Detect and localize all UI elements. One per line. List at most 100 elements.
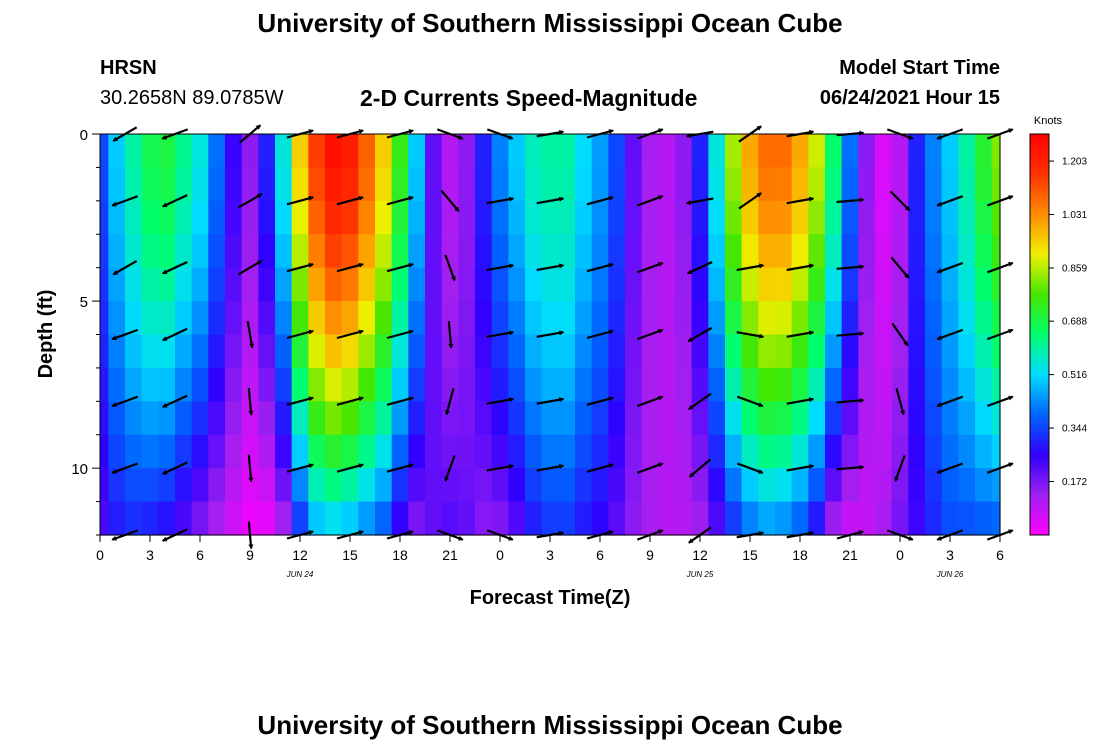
heatmap-cell	[558, 267, 576, 302]
heatmap-cell	[508, 301, 526, 336]
heatmap-cell	[641, 401, 659, 436]
x-tick-label: 0	[496, 547, 504, 563]
heatmap-cell	[508, 434, 526, 469]
heatmap-cell	[791, 200, 809, 235]
colorbar-tick-label: 0.859	[1062, 263, 1087, 274]
heatmap-cell	[325, 468, 343, 503]
heatmap-cell	[741, 367, 759, 402]
heatmap-cell	[991, 301, 1001, 336]
heatmap-cell	[608, 468, 626, 503]
x-tick-label: 12	[292, 547, 308, 563]
heatmap-cell	[341, 334, 359, 369]
heatmap-cell	[175, 367, 193, 402]
heatmap-cell	[658, 167, 676, 202]
current-vector	[286, 195, 314, 206]
heatmap-cell	[158, 434, 176, 469]
heatmap-cell	[641, 267, 659, 302]
heatmap-cell	[625, 367, 643, 402]
current-vector	[895, 388, 905, 416]
colorbar-tick-label: 0.172	[1062, 477, 1087, 488]
heatmap-cell	[258, 200, 276, 235]
heatmap-cell	[291, 401, 309, 436]
heatmap-cell	[825, 501, 843, 536]
heatmap-cell	[641, 301, 659, 336]
current-vector	[486, 263, 515, 272]
heatmap-cell	[375, 134, 393, 169]
heatmap-cell	[191, 301, 209, 336]
heatmap-cell	[425, 434, 443, 469]
current-vector	[686, 261, 713, 275]
heatmap-cell	[758, 134, 776, 169]
heatmap-cell	[408, 401, 426, 436]
current-vector	[386, 463, 414, 473]
heatmap-cell	[458, 434, 476, 469]
heatmap-cell	[658, 334, 676, 369]
heatmap-cell	[558, 468, 576, 503]
heatmap-cell	[408, 200, 426, 235]
heatmap-cell	[208, 501, 226, 536]
heatmap-cell	[275, 200, 293, 235]
heatmap-cell	[858, 200, 876, 235]
heatmap-cell	[658, 501, 676, 536]
x-tick-label: 3	[946, 547, 954, 563]
heatmap-cell	[708, 134, 726, 169]
heatmap-cell	[891, 501, 909, 536]
heatmap-cell	[508, 234, 526, 269]
heatmap-cell	[908, 334, 926, 369]
heatmap-cell	[975, 334, 993, 369]
heatmap-cell	[691, 367, 709, 402]
heatmap-cell	[308, 234, 326, 269]
heatmap-cell	[141, 401, 159, 436]
current-vector	[836, 197, 865, 204]
heatmap-cell	[741, 234, 759, 269]
heatmap-cells	[100, 134, 1001, 536]
current-vector	[237, 193, 263, 209]
heatmap-cell	[125, 200, 143, 235]
heatmap-cell	[525, 134, 543, 169]
heatmap-cell	[891, 434, 909, 469]
heatmap-cell	[458, 167, 476, 202]
heatmap-cell	[391, 468, 409, 503]
heatmap-cell	[258, 334, 276, 369]
heatmap-cell	[358, 234, 376, 269]
heatmap-cell	[925, 434, 943, 469]
heatmap-cell	[475, 434, 493, 469]
heatmap-cell	[225, 267, 243, 302]
heatmap-cell	[458, 267, 476, 302]
heatmap-cell	[975, 267, 993, 302]
heatmap-cell	[125, 401, 143, 436]
heatmap-cell	[725, 501, 743, 536]
heatmap-cell	[891, 401, 909, 436]
heatmap-cell	[975, 468, 993, 503]
x-tick-label: 9	[646, 547, 654, 563]
heatmap-cell	[875, 501, 893, 536]
heatmap-cell	[658, 234, 676, 269]
heatmap-cell	[925, 167, 943, 202]
heatmap-cell	[241, 401, 259, 436]
heatmap-cell	[175, 401, 193, 436]
heatmap-cell	[858, 434, 876, 469]
current-vector	[161, 394, 188, 408]
current-vector	[111, 395, 139, 408]
heatmap-cell	[541, 234, 559, 269]
heatmap-cell	[341, 234, 359, 269]
heatmap-cell	[241, 267, 259, 302]
heatmap-cell	[425, 468, 443, 503]
heatmap-cell	[341, 267, 359, 302]
heatmap-cell	[158, 501, 176, 536]
date-label: JUN 26	[936, 570, 964, 579]
x-tick-label: 21	[842, 547, 858, 563]
heatmap-cell	[658, 301, 676, 336]
heatmap-cell	[741, 167, 759, 202]
heatmap-cell	[758, 367, 776, 402]
heatmap-cell	[225, 167, 243, 202]
heatmap-cell	[958, 167, 976, 202]
y-tick-label: 5	[80, 294, 88, 311]
heatmap-cell	[558, 134, 576, 169]
date-label: JUN 24	[286, 570, 314, 579]
heatmap-cell	[525, 367, 543, 402]
heatmap-cell	[541, 434, 559, 469]
heatmap-cell	[925, 501, 943, 536]
heatmap-cell	[358, 501, 376, 536]
heatmap-cell	[858, 401, 876, 436]
